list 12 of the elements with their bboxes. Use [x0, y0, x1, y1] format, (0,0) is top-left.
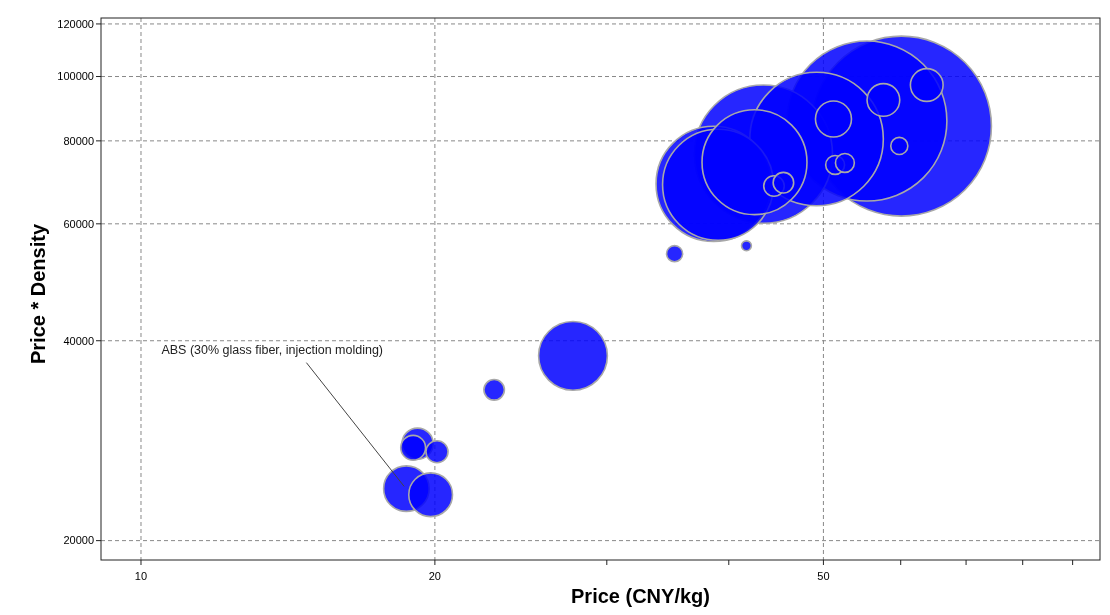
y-tick-label: 80000	[63, 134, 94, 147]
y-tick-label: 60000	[63, 217, 94, 230]
x-tick-label: 20	[428, 570, 442, 582]
y-tick-label: 20000	[63, 534, 94, 547]
x-tick-label: 50	[817, 570, 830, 582]
y-axis-title: Price * Density	[27, 223, 49, 365]
annotation: ABS (30% glass fiber, injection molding)	[161, 342, 384, 357]
x-axis-title: Price (CNY/kg)	[571, 585, 710, 607]
y-tick-label: 100000	[57, 70, 94, 83]
x-tick-label: 10	[134, 570, 148, 582]
y-tick-label: 120000	[57, 17, 94, 30]
y-tick-label: 40000	[63, 334, 94, 347]
